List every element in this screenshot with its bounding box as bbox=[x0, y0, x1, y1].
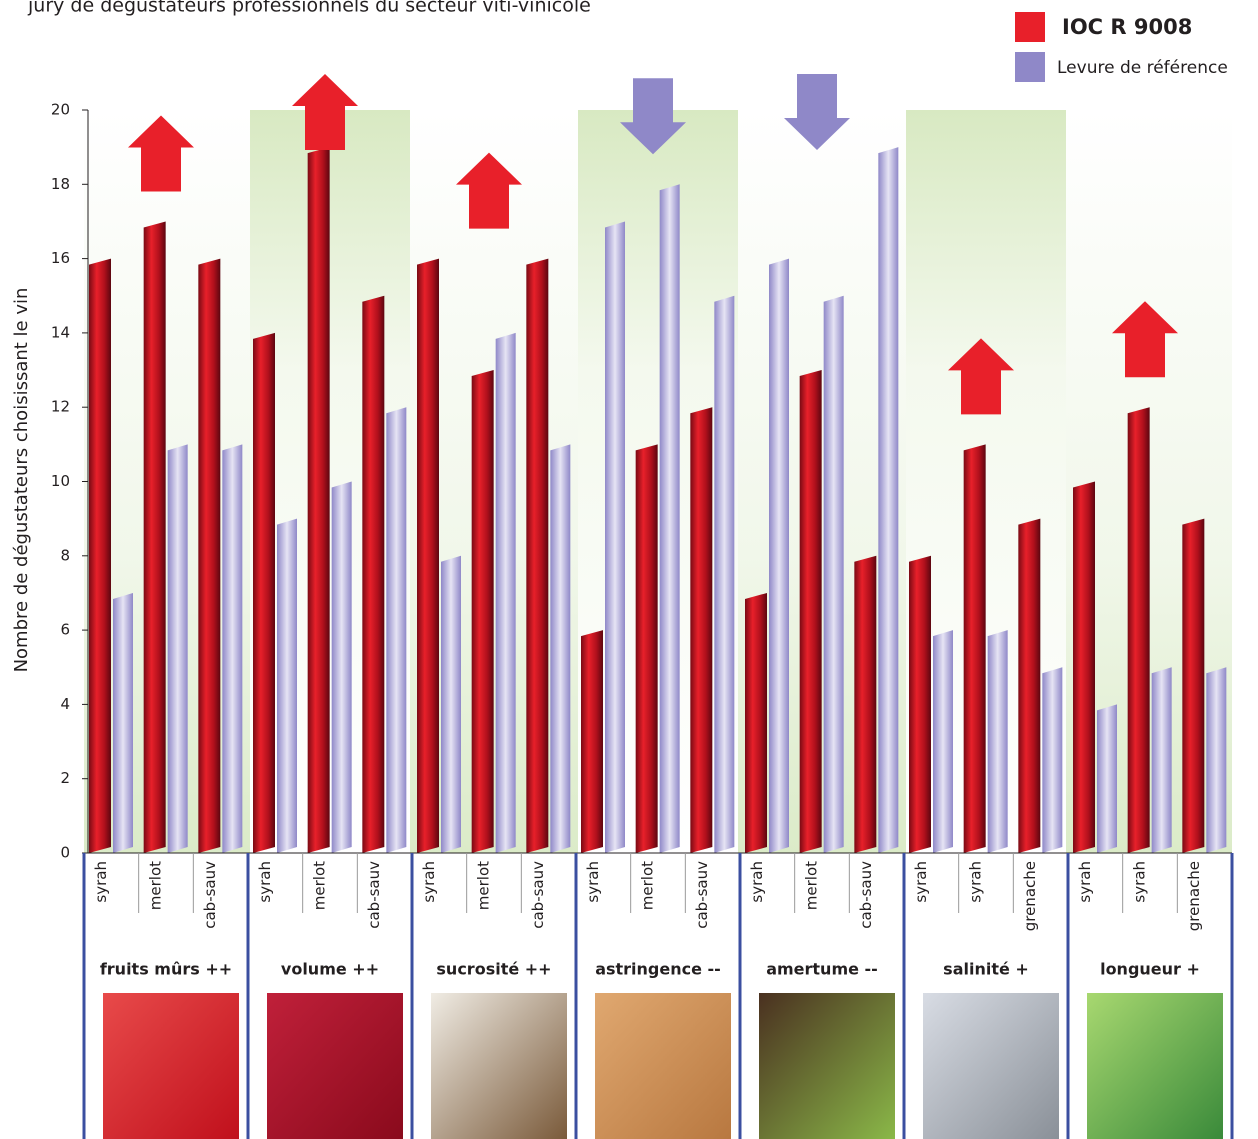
legend-swatch bbox=[1015, 52, 1045, 82]
x-tick-label: merlot bbox=[311, 861, 329, 910]
bar bbox=[854, 556, 876, 853]
x-tick-label: syrah bbox=[1131, 861, 1149, 903]
bar bbox=[909, 556, 931, 853]
bar bbox=[113, 593, 133, 853]
bar bbox=[745, 593, 767, 853]
y-tick-label: 8 bbox=[60, 546, 70, 564]
bar bbox=[332, 482, 352, 854]
bar bbox=[581, 630, 603, 853]
x-tick-label: syrah bbox=[256, 861, 274, 903]
group-label: amertume -- bbox=[766, 960, 878, 979]
group-picture bbox=[431, 993, 567, 1139]
bar bbox=[933, 630, 953, 853]
legend-label: Levure de référence bbox=[1057, 58, 1228, 78]
x-tick-label: cab-sauv bbox=[201, 861, 219, 929]
bar bbox=[714, 296, 734, 853]
y-tick-label: 18 bbox=[51, 175, 70, 193]
x-tick-label: grenache bbox=[1185, 861, 1203, 931]
y-tick-label: 0 bbox=[60, 844, 70, 862]
bar bbox=[441, 556, 461, 853]
bar bbox=[308, 147, 330, 853]
x-tick-label: cab-sauv bbox=[693, 861, 711, 929]
group-picture bbox=[267, 993, 403, 1139]
bar bbox=[690, 407, 712, 853]
group-label: longueur + bbox=[1100, 960, 1200, 979]
x-tick-label: merlot bbox=[475, 861, 493, 910]
bar bbox=[168, 444, 188, 853]
y-tick-label: 20 bbox=[51, 101, 70, 119]
bar bbox=[1128, 407, 1150, 853]
bar bbox=[1097, 704, 1117, 853]
group-picture bbox=[1087, 993, 1223, 1139]
x-tick-label: cab-sauv bbox=[857, 861, 875, 929]
y-tick-label: 2 bbox=[60, 769, 70, 787]
group-label: sucrosité ++ bbox=[436, 960, 551, 979]
subtitle: jury de dégustateurs professionnels du s… bbox=[27, 0, 591, 17]
x-tick-label: grenache bbox=[1021, 861, 1039, 931]
bar bbox=[386, 407, 406, 853]
y-tick-label: 4 bbox=[60, 695, 70, 713]
bar bbox=[1042, 667, 1062, 853]
group-picture bbox=[103, 993, 239, 1139]
x-tick-label: cab-sauv bbox=[365, 861, 383, 929]
bar bbox=[222, 444, 242, 853]
x-tick-label: syrah bbox=[584, 861, 602, 903]
group-label: volume ++ bbox=[281, 960, 379, 979]
bar bbox=[198, 259, 220, 853]
y-tick-label: 14 bbox=[51, 323, 70, 341]
x-tick-label: merlot bbox=[147, 861, 165, 910]
x-tick-label: syrah bbox=[748, 861, 766, 903]
bar bbox=[417, 259, 439, 853]
bar bbox=[472, 370, 494, 853]
bar bbox=[550, 444, 570, 853]
y-tick-label: 12 bbox=[51, 398, 70, 416]
y-tick-label: 6 bbox=[60, 621, 70, 639]
y-tick-label: 10 bbox=[51, 472, 70, 490]
x-tick-label: merlot bbox=[639, 861, 657, 910]
x-tick-label: merlot bbox=[803, 861, 821, 910]
x-tick-label: syrah bbox=[420, 861, 438, 903]
bar bbox=[964, 444, 986, 853]
legend-swatch bbox=[1015, 12, 1045, 42]
chart: jury de dégustateurs professionnels du s… bbox=[0, 0, 1258, 1139]
x-tick-label: syrah bbox=[967, 861, 985, 903]
group-picture bbox=[595, 993, 731, 1139]
bar bbox=[769, 259, 789, 853]
bar bbox=[89, 259, 111, 853]
group-picture bbox=[923, 993, 1059, 1139]
bar bbox=[1018, 519, 1040, 853]
bar bbox=[878, 147, 898, 853]
bar bbox=[636, 444, 658, 853]
y-axis-label: Nombre de dégustateurs choisissant le vi… bbox=[11, 288, 32, 673]
bar bbox=[824, 296, 844, 853]
bar bbox=[526, 259, 548, 853]
group-label: astringence -- bbox=[595, 960, 721, 979]
legend-label: IOC R 9008 bbox=[1062, 15, 1192, 39]
bar bbox=[1182, 519, 1204, 853]
bar bbox=[800, 370, 822, 853]
bar bbox=[1073, 482, 1095, 854]
group-picture bbox=[759, 993, 895, 1139]
bar bbox=[988, 630, 1008, 853]
bar bbox=[1206, 667, 1226, 853]
x-tick-label: syrah bbox=[1076, 861, 1094, 903]
bar bbox=[362, 296, 384, 853]
bar bbox=[1152, 667, 1172, 853]
bar bbox=[496, 333, 516, 853]
x-tick-label: syrah bbox=[912, 861, 930, 903]
bar bbox=[253, 333, 275, 853]
bar bbox=[660, 184, 680, 853]
group-label: fruits mûrs ++ bbox=[100, 960, 232, 979]
bar bbox=[277, 519, 297, 853]
bar bbox=[144, 221, 166, 853]
bar bbox=[605, 221, 625, 853]
x-tick-label: cab-sauv bbox=[529, 861, 547, 929]
x-tick-label: syrah bbox=[92, 861, 110, 903]
y-tick-label: 16 bbox=[51, 249, 70, 267]
group-label: salinité + bbox=[943, 960, 1029, 979]
